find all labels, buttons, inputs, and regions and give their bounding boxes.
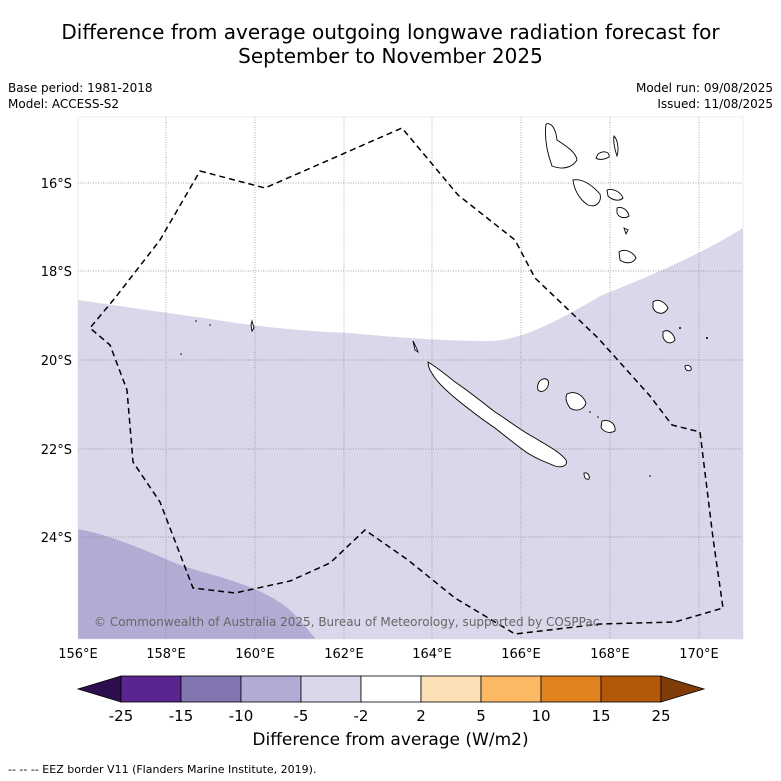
vanuatu-island-7 (623, 227, 629, 236)
lon-tick-160: 160°E (235, 647, 275, 662)
vanuatu-tanna (618, 249, 637, 264)
lat-tick-16: 16°S (41, 177, 72, 192)
colorbar-segment-1 (120, 675, 182, 703)
island-east-2 (662, 330, 676, 344)
lon-tick-168: 168°E (590, 647, 630, 662)
eez-border (88, 127, 724, 635)
issued-date: Issued: 11/08/2025 (657, 97, 773, 111)
title-line-1: Difference from average outgoing longwav… (61, 20, 720, 44)
colorbar-segment-4 (300, 675, 362, 703)
anomaly-region-light (78, 228, 743, 639)
vanuatu-island-5 (606, 189, 624, 201)
lon-axis: 156°E 158°E 160°E 162°E 164°E 166°E 168°… (58, 647, 719, 662)
lat-tick-18: 18°S (41, 265, 72, 280)
colorbar-extend-high (660, 675, 706, 703)
cb-label-2: -15 (169, 707, 194, 725)
colorbar-segment-2 (180, 675, 242, 703)
meta-left: Base period: 1981-2018 Model: ACCESS-S2 (8, 80, 153, 112)
map-area: © Commonwealth of Australia 2025, Bureau… (78, 117, 743, 639)
loyalty-island-1 (537, 378, 549, 392)
anomaly-region-medium (78, 529, 316, 639)
chart-title: Difference from average outgoing longwav… (0, 20, 781, 68)
lon-tick-164: 164°E (412, 647, 452, 662)
map-frame (77, 116, 744, 640)
cb-label-3: -10 (229, 707, 254, 725)
island-west (250, 319, 255, 333)
lon-tick-158: 158°E (146, 647, 186, 662)
cb-label-5: -2 (354, 707, 369, 725)
vanuatu-efate (616, 207, 630, 219)
loyalty-island-3 (600, 420, 616, 433)
colorbar-segment-5 (360, 675, 422, 703)
vanuatu-island-2 (595, 151, 610, 160)
colorbar (76, 675, 706, 703)
lon-tick-156: 156°E (58, 647, 98, 662)
island-east-4 (583, 472, 590, 480)
vanuatu-malakula (572, 179, 601, 207)
vanuatu-espiritu-santo (545, 123, 578, 169)
small-islands (180, 320, 708, 477)
cb-label-9: 15 (591, 707, 610, 725)
lon-tick-162: 162°E (324, 647, 364, 662)
island-east-1 (652, 299, 669, 314)
colorbar-segment-6 (420, 675, 482, 703)
colorbar-segment-3 (240, 675, 302, 703)
new-caledonia-island (427, 361, 567, 468)
colorbar-segment-7 (480, 675, 542, 703)
copyright-notice: © Commonwealth of Australia 2025, Bureau… (94, 615, 599, 629)
cb-label-1: -25 (109, 707, 134, 725)
meta-right: Model run: 09/08/2025 Issued: 11/08/2025 (636, 80, 773, 112)
island-east-3 (684, 364, 692, 372)
eez-footnote: -- -- -- EEZ border V11 (Flanders Marine… (8, 763, 317, 776)
cb-label-4: -5 (294, 707, 309, 725)
colorbar-segment-8 (540, 675, 602, 703)
cb-label-8: 10 (531, 707, 550, 725)
model-name: Model: ACCESS-S2 (8, 97, 120, 111)
lat-tick-20: 20°S (41, 354, 72, 369)
lat-axis: 16°S 18°S 20°S 22°S 24°S (41, 177, 72, 546)
cb-label-6: 2 (416, 707, 426, 725)
coastlines (250, 123, 692, 480)
lat-tick-22: 22°S (41, 443, 72, 458)
colorbar-labels: -25 -15 -10 -5 -2 2 5 10 15 25 (109, 707, 671, 725)
lon-tick-166: 166°E (501, 647, 541, 662)
lat-tick-24: 24°S (41, 531, 72, 546)
colorbar-segment-9 (600, 675, 662, 703)
colorbar-extend-low (76, 675, 122, 703)
lon-tick-170: 170°E (679, 647, 719, 662)
loyalty-island-2 (565, 392, 587, 411)
model-run: Model run: 09/08/2025 (635, 81, 773, 95)
base-period: Base period: 1981-2018 (8, 81, 153, 95)
cb-label-7: 5 (476, 707, 486, 725)
colorbar-title: Difference from average (W/m2) (252, 730, 529, 750)
title-line-2: September to November 2025 (238, 44, 543, 68)
vanuatu-island-3 (613, 135, 619, 158)
gridlines (78, 117, 743, 639)
cb-label-10: 25 (651, 707, 670, 725)
